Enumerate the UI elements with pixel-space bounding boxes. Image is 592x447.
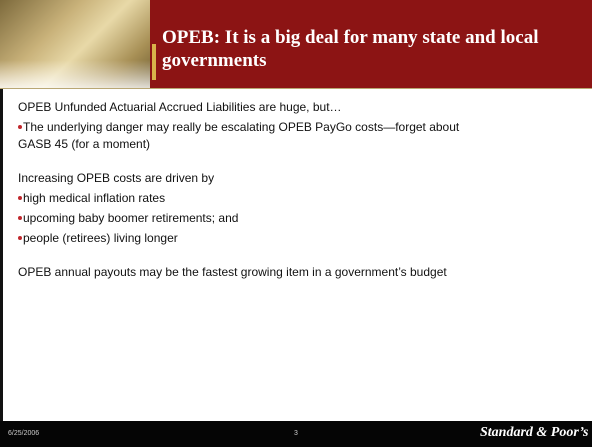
paragraph: OPEB annual payouts may be the fastest g… — [18, 264, 518, 281]
bullet — [18, 235, 22, 240]
title-accent — [152, 44, 156, 80]
text: high medical inflation rates — [23, 191, 166, 205]
bullet-item: upcoming baby boomer retirements; and — [18, 210, 578, 227]
bullet — [18, 215, 22, 220]
slide-title: OPEB: It is a big deal for many state an… — [162, 27, 539, 71]
text: The underlying danger may really be esca… — [18, 120, 460, 151]
title-box — [150, 0, 592, 88]
left-border — [0, 89, 3, 421]
text: OPEB Unfunded Actuarial Accrued Liabilit… — [18, 100, 342, 114]
slide-body: OPEB Unfunded Actuarial Accrued Liabilit… — [18, 99, 578, 284]
bullet-item: high medical inflation rates — [18, 190, 578, 207]
page-number: 3 — [294, 430, 298, 437]
header-rule — [0, 88, 592, 89]
bullet-item: The underlying danger may really be esca… — [18, 119, 480, 153]
text: Increasing OPEB costs are driven by — [18, 171, 215, 185]
footer: 6/25/2006 3 Standard & Poor’s — [0, 421, 592, 447]
brand: Standard & Poor’s — [480, 425, 589, 440]
text: upcoming baby boomer retirements; and — [23, 211, 239, 225]
bullet-item: people (retirees) living longer — [18, 230, 578, 247]
footer-date: 6/25/2006 — [8, 430, 40, 437]
bullet — [18, 195, 22, 200]
bullet — [18, 124, 22, 129]
paragraph: OPEB Unfunded Actuarial Accrued Liabilit… — [18, 99, 578, 116]
header-image-fade — [0, 60, 150, 88]
text: OPEB annual payouts may be the fastest g… — [18, 265, 447, 279]
text: people (retirees) living longer — [23, 231, 178, 245]
paragraph: Increasing OPEB costs are driven by — [18, 170, 578, 187]
